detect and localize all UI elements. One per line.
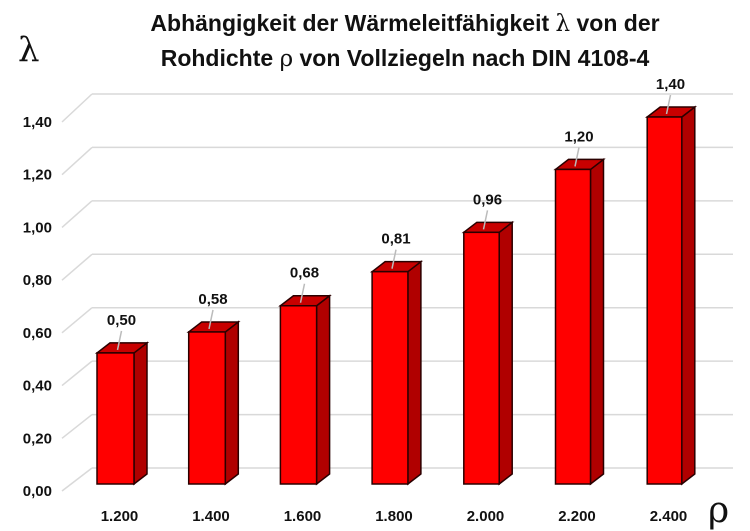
data-label: 1,20 bbox=[564, 128, 593, 145]
title-text: Rohdichte bbox=[160, 45, 280, 71]
grid-diagonal bbox=[61, 360, 93, 387]
data-label: 1,40 bbox=[656, 76, 685, 93]
leader-line bbox=[482, 210, 489, 230]
leader-line bbox=[665, 94, 672, 115]
grid-diagonal bbox=[61, 467, 93, 492]
x-tick-label: 2.000 bbox=[467, 508, 505, 525]
y-tick-label: 0,40 bbox=[23, 378, 52, 395]
leader-line bbox=[299, 283, 306, 303]
y-tick-label: 0,80 bbox=[23, 272, 52, 289]
bar-front bbox=[646, 116, 683, 485]
y-tick-label: 1,00 bbox=[23, 219, 52, 236]
bar-side bbox=[498, 220, 513, 486]
bar-side bbox=[681, 105, 696, 486]
x-tick-label: 1.800 bbox=[375, 508, 413, 525]
data-label: 0,68 bbox=[290, 265, 319, 282]
bar-front bbox=[463, 231, 500, 485]
leader-line bbox=[391, 249, 397, 269]
title-text: Abhängigkeit der Wärmeleitfähigkeit bbox=[150, 10, 556, 36]
y-tick-label: 0,60 bbox=[23, 325, 52, 342]
bar-side bbox=[224, 320, 240, 486]
title-lambda: λ bbox=[555, 11, 571, 37]
y-axis-label: λ bbox=[18, 30, 40, 70]
bar bbox=[644, 105, 698, 486]
title-rho: ρ bbox=[279, 46, 294, 72]
y-tick-label: 0,20 bbox=[23, 430, 52, 447]
bar-side bbox=[589, 157, 605, 486]
bar bbox=[186, 320, 241, 486]
bar bbox=[553, 157, 606, 486]
leader-line bbox=[208, 309, 214, 330]
grid-diagonal bbox=[61, 253, 93, 281]
bar bbox=[461, 220, 515, 486]
x-tick-label: 1.400 bbox=[192, 508, 230, 525]
bar bbox=[94, 341, 150, 486]
grid-diagonal bbox=[61, 200, 93, 228]
x-tick-label: 2.200 bbox=[558, 508, 596, 525]
x-tick-label: 2.400 bbox=[650, 508, 688, 525]
x-tick-label: 1.200 bbox=[101, 508, 139, 525]
title-text: von der bbox=[570, 10, 660, 36]
leader-line bbox=[116, 330, 123, 351]
chart-title: Abhängigkeit der Wärmeleitfähigkeit λ vo… bbox=[95, 6, 715, 76]
bar-side bbox=[133, 341, 148, 486]
data-label: 0,58 bbox=[198, 291, 227, 308]
bar-side bbox=[407, 260, 422, 486]
y-tick-label: 1,20 bbox=[23, 167, 52, 184]
data-label: 0,81 bbox=[381, 231, 410, 248]
x-axis-label: ρ bbox=[708, 490, 730, 531]
bar-front bbox=[279, 304, 318, 485]
y-tick-label: 1,40 bbox=[23, 114, 52, 131]
bar bbox=[278, 294, 332, 486]
y-tick-label: 0,00 bbox=[23, 483, 52, 500]
bar-front bbox=[371, 270, 409, 485]
bar-front bbox=[554, 168, 592, 485]
x-tick-label: 1.600 bbox=[284, 508, 322, 525]
data-label: 0,50 bbox=[107, 312, 136, 329]
bar-side bbox=[315, 294, 331, 486]
title-text: von Vollziegeln nach DIN 4108-4 bbox=[293, 45, 650, 71]
data-label: 0,96 bbox=[473, 191, 502, 208]
grid-diagonal bbox=[61, 93, 93, 123]
grid-diagonal bbox=[61, 146, 93, 176]
grid-diagonal bbox=[61, 413, 93, 439]
grid-diagonal bbox=[61, 307, 93, 334]
bar-front bbox=[96, 352, 135, 485]
leader-line bbox=[574, 147, 580, 167]
bar bbox=[369, 260, 424, 486]
bar-front bbox=[187, 331, 227, 485]
